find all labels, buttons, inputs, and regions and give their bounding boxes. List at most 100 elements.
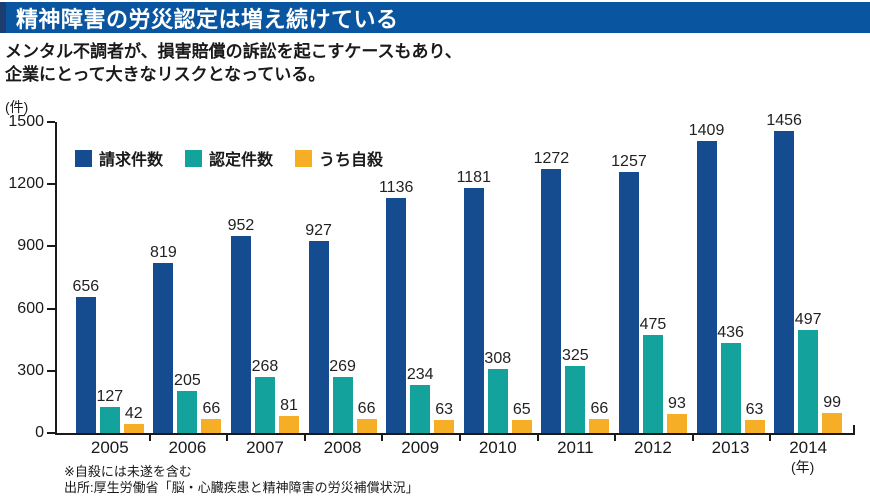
banner-accent-stripe <box>0 2 6 33</box>
bar-suicide-2013: 63 <box>744 401 765 433</box>
bar-value-suicide-2013: 63 <box>745 400 764 418</box>
y-tick-mark-1500 <box>47 121 55 123</box>
x-axis-unit-label: (年) <box>791 459 815 475</box>
bar-suicide-2006: 66 <box>201 400 222 433</box>
bar-value-claims-2013: 1409 <box>688 121 725 139</box>
bar-value-approved-2012: 475 <box>639 315 667 333</box>
bar-group-2013: 1409 436 63 <box>688 121 770 433</box>
bar-value-approved-2007: 268 <box>251 358 279 376</box>
bar-claims-2008: 927 <box>305 222 332 433</box>
bar-value-suicide-2014: 99 <box>823 393 842 411</box>
x-axis-label-2011: 2011 <box>557 438 594 457</box>
bar-value-approved-2013: 436 <box>717 323 744 341</box>
bar-group-2012: 1257 475 93 <box>611 122 692 433</box>
legend-label-claims: 請求件数 <box>99 152 164 169</box>
bar-suicide-2008: 66 <box>356 400 377 433</box>
x-tick-3 <box>303 435 306 441</box>
x-axis-label-2005: 2005 <box>90 438 129 457</box>
x-axis-label-2012: 2012 <box>634 438 672 457</box>
x-tick-5 <box>459 435 461 441</box>
bar-suicide-2007: 81 <box>278 397 299 433</box>
x-tick-9 <box>769 435 772 441</box>
y-tick-mark-0 <box>47 432 55 434</box>
bar-approved-2009: 234 <box>407 366 434 433</box>
bar-value-suicide-2008: 66 <box>357 400 376 418</box>
legend-item-suicide: うち自殺 <box>295 146 383 170</box>
legend: 請求件数 認定件数 うち自殺 <box>75 146 383 170</box>
legend-item-approved: 認定件数 <box>185 146 273 170</box>
x-axis-label-2013: 2013 <box>711 438 750 457</box>
y-tick-label-600: 600 <box>17 299 44 317</box>
y-tick-mark-600 <box>47 307 55 310</box>
bar-claims-2010: 1181 <box>457 169 491 433</box>
bar-suicide-2011: 66 <box>589 400 610 433</box>
x-axis-label-2006: 2006 <box>168 438 207 457</box>
y-axis-line <box>55 122 57 435</box>
bar-value-suicide-2012: 93 <box>668 394 686 412</box>
bar-suicide-2010: 65 <box>511 401 532 433</box>
x-axis-end-tick <box>853 425 855 435</box>
bar-suicide-2012: 93 <box>666 395 687 433</box>
bar-value-claims-2014: 1456 <box>766 112 802 130</box>
title-banner: 精神障害の労災認定は増え続けている <box>0 2 870 33</box>
legend-label-suicide: うち自殺 <box>319 152 384 169</box>
bar-approved-2013: 436 <box>717 324 744 433</box>
footnote-suicide: ※自殺には未遂を含む <box>64 464 192 479</box>
legend-swatch-claims <box>75 149 92 167</box>
bar-value-suicide-2010: 65 <box>512 400 531 418</box>
bar-value-claims-2011: 1272 <box>533 150 570 168</box>
y-tick-mark-900 <box>47 245 55 248</box>
bar-value-approved-2006: 205 <box>174 371 201 389</box>
bar-value-approved-2008: 269 <box>329 358 356 376</box>
bar-approved-2007: 268 <box>252 358 278 433</box>
x-axis-label-2010: 2010 <box>478 438 517 457</box>
x-tick-4 <box>381 435 384 441</box>
page-title: 精神障害の労災認定は増え続けている <box>16 6 399 32</box>
y-tick-label-300: 300 <box>17 361 44 379</box>
bar-claims-2009: 1136 <box>379 179 413 433</box>
bar-claims-2006: 819 <box>150 244 177 433</box>
bar-claims-2005: 656 <box>72 278 99 433</box>
bar-claims-2012: 1257 <box>611 153 647 433</box>
subtitle-line-1: メンタル不調者が、損害賠償の訴訟を起こすケースもあり、 <box>5 42 462 61</box>
bar-value-claims-2005: 656 <box>72 278 100 295</box>
subtitle-line-2: 企業にとって大きなリスクとなっている。 <box>5 65 326 85</box>
bar-approved-2008: 269 <box>329 358 356 433</box>
bar-value-suicide-2006: 66 <box>202 400 221 418</box>
bar-suicide-2009: 63 <box>434 401 455 433</box>
x-tick-6 <box>536 435 539 441</box>
legend-swatch-approved <box>185 149 203 167</box>
bar-approved-2012: 475 <box>640 316 666 433</box>
bar-suicide-2014: 99 <box>822 394 843 433</box>
y-axis-unit-label: (件) <box>5 99 29 115</box>
bar-approved-2014: 497 <box>795 311 821 433</box>
bar-value-claims-2010: 1181 <box>456 169 491 187</box>
x-tick-2 <box>226 435 229 441</box>
legend-swatch-suicide <box>295 149 313 167</box>
x-axis-label-2014: 2014 <box>789 438 828 457</box>
y-tick-label-0: 0 <box>35 424 44 441</box>
bar-group-2011: 1272 325 66 <box>534 122 615 433</box>
x-axis-line <box>55 433 855 435</box>
bar-value-approved-2011: 325 <box>562 346 589 364</box>
bar-value-claims-2006: 819 <box>150 244 177 262</box>
legend-label-approved: 認定件数 <box>209 152 274 169</box>
bar-chart: (件) 0 300 600 900 1200 1500 請求件数 認定件数 うち自殺 656 1… <box>0 99 870 480</box>
y-tick-mark-300 <box>47 369 55 372</box>
bar-group-2005: 656 127 42 <box>71 122 149 433</box>
x-axis-labels: 2005 2006 2007 2008 2009 2010 2011 2012 2013 2014 <box>57 438 855 458</box>
plot-area: 656 127 42 819 205 66 952 268 81 927 269 66 1136 234 6… <box>57 112 855 433</box>
bar-value-approved-2014: 497 <box>794 311 822 328</box>
x-tick-1 <box>148 435 151 441</box>
bar-claims-2011: 1272 <box>534 150 569 433</box>
bar-value-approved-2010: 308 <box>484 350 512 368</box>
x-axis-label-2007: 2007 <box>246 438 284 457</box>
bar-value-approved-2005: 127 <box>96 387 124 405</box>
bar-claims-2007: 952 <box>228 217 254 433</box>
bar-approved-2010: 308 <box>484 350 511 433</box>
bar-approved-2006: 205 <box>174 372 201 433</box>
bar-value-suicide-2005: 42 <box>124 405 143 423</box>
y-tick-label-900: 900 <box>17 237 44 255</box>
bar-group-2009: 1136 234 63 <box>379 122 459 433</box>
